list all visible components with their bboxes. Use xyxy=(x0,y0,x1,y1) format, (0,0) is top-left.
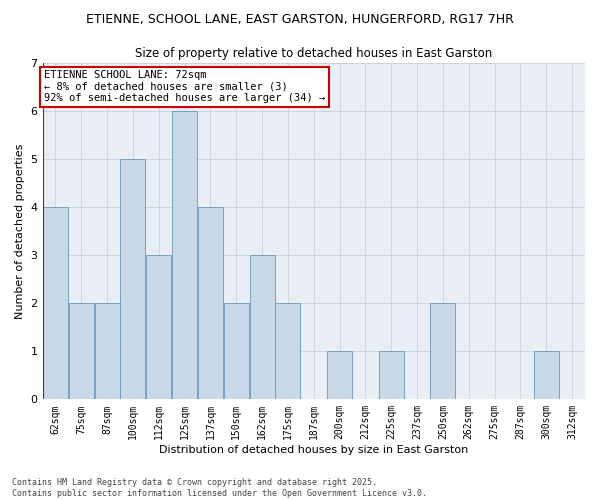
Bar xyxy=(198,207,223,400)
Text: Contains HM Land Registry data © Crown copyright and database right 2025.
Contai: Contains HM Land Registry data © Crown c… xyxy=(12,478,427,498)
Bar xyxy=(534,352,559,400)
Text: ETIENNE, SCHOOL LANE, EAST GARSTON, HUNGERFORD, RG17 7HR: ETIENNE, SCHOOL LANE, EAST GARSTON, HUNG… xyxy=(86,12,514,26)
X-axis label: Distribution of detached houses by size in East Garston: Distribution of detached houses by size … xyxy=(159,445,469,455)
Bar xyxy=(275,304,301,400)
Title: Size of property relative to detached houses in East Garston: Size of property relative to detached ho… xyxy=(135,48,493,60)
Bar xyxy=(172,111,197,400)
Bar xyxy=(224,304,249,400)
Bar xyxy=(327,352,352,400)
Bar xyxy=(146,255,172,400)
Y-axis label: Number of detached properties: Number of detached properties xyxy=(15,144,25,319)
Bar xyxy=(43,207,68,400)
Bar xyxy=(95,304,119,400)
Text: ETIENNE SCHOOL LANE: 72sqm
← 8% of detached houses are smaller (3)
92% of semi-d: ETIENNE SCHOOL LANE: 72sqm ← 8% of detac… xyxy=(44,70,325,104)
Bar xyxy=(430,304,455,400)
Bar xyxy=(69,304,94,400)
Bar xyxy=(250,255,275,400)
Bar xyxy=(379,352,404,400)
Bar xyxy=(121,159,145,400)
